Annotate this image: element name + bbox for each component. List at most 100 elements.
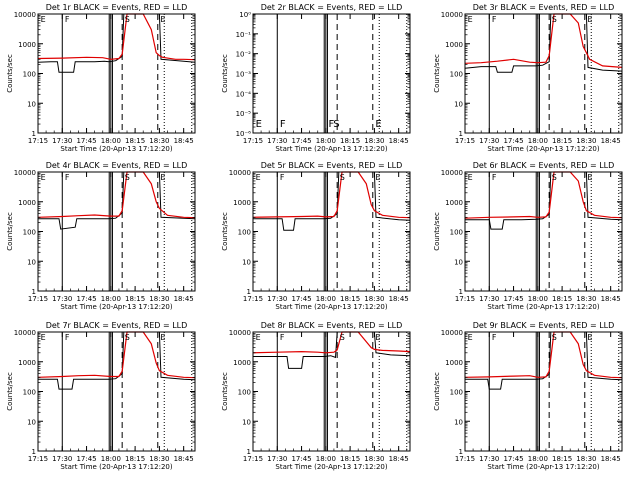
x-tick-label: 18:00 [528, 295, 548, 303]
y-tick-label: 10⁻² [236, 51, 252, 59]
x-axis-label: Start Time (20-Apr-13 17:12:20) [275, 145, 387, 153]
panel-title: Det 4r BLACK = Events, RED = LLD [46, 161, 188, 170]
x-tick-label: 17:30 [267, 455, 287, 463]
x-tick-label: 17:30 [52, 137, 72, 145]
y-tick-label: 1 [32, 448, 36, 456]
x-tick-label: 18:00 [316, 137, 336, 145]
plot-frame [37, 13, 196, 134]
event-annotation: F [492, 15, 497, 24]
x-axis-label: Start Time (20-Apr-13 17:12:20) [487, 145, 599, 153]
event-annotation: E [256, 119, 262, 130]
plot-frame [37, 331, 196, 452]
x-tick-label: 18:30 [149, 137, 169, 145]
y-tick-label: 10 [454, 418, 463, 426]
x-axis-label: Start Time (20-Apr-13 17:12:20) [275, 463, 387, 471]
y-tick-label: 10⁻¹ [236, 31, 252, 39]
x-tick-label: 17:15 [243, 295, 263, 303]
y-tick-label: 1 [32, 130, 36, 138]
y-axis-label: Counts/sec [433, 372, 441, 411]
event-annotation: S [340, 173, 345, 182]
y-tick-label: 10000 [441, 169, 463, 177]
series-line-lld [464, 171, 623, 219]
event-annotation: E [160, 333, 165, 342]
x-tick-label: 18:00 [316, 455, 336, 463]
event-annotation: E [160, 173, 165, 182]
x-tick-label: 17:45 [291, 455, 311, 463]
x-tick-label: 17:30 [52, 455, 72, 463]
y-tick-label: 100 [23, 389, 36, 397]
event-annotation: E [375, 119, 381, 130]
y-tick-label: 1 [32, 288, 36, 296]
y-tick-label: 1000 [445, 199, 463, 207]
panel-title: Det 2r BLACK = Events, RED = LLD [261, 3, 403, 12]
x-tick-label: 17:45 [503, 455, 523, 463]
x-tick-label: 17:15 [28, 455, 48, 463]
x-axis-label: Start Time (20-Apr-13 17:12:20) [60, 303, 172, 311]
y-tick-label: 10 [454, 258, 463, 266]
y-tick-label: 10000 [14, 169, 36, 177]
event-annotation: E [41, 173, 46, 182]
series-line-events [464, 13, 623, 73]
y-tick-label: 10 [242, 418, 251, 426]
x-tick-label: 18:15 [552, 295, 572, 303]
plot-frame [464, 171, 623, 292]
y-tick-label: 1000 [18, 199, 36, 207]
y-axis-label: Counts/sec [6, 212, 14, 251]
x-tick-label: 18:45 [389, 137, 409, 145]
y-tick-label: 1 [459, 288, 463, 296]
x-tick-label: 18:00 [528, 137, 548, 145]
event-annotation: S [125, 173, 130, 182]
panel-title: Det 5r BLACK = Events, RED = LLD [261, 161, 403, 170]
x-tick-label: 18:30 [149, 295, 169, 303]
y-tick-label: 10⁻⁶ [236, 130, 252, 138]
x-tick-label: 18:15 [125, 137, 145, 145]
event-annotation: F [492, 333, 497, 342]
plot-frame [252, 13, 411, 134]
y-tick-label: 1000 [18, 41, 36, 49]
x-tick-label: 17:45 [503, 295, 523, 303]
y-tick-label: 100 [450, 389, 463, 397]
x-tick-label: 18:00 [101, 137, 121, 145]
y-axis-label: Counts/sec [433, 212, 441, 251]
y-tick-label: 10⁻⁴ [236, 90, 252, 98]
x-tick-label: 18:30 [149, 455, 169, 463]
y-tick-label: 10000 [229, 329, 251, 337]
y-tick-label: 10000 [441, 329, 463, 337]
x-tick-label: 17:15 [243, 455, 263, 463]
y-tick-label: 10 [454, 100, 463, 108]
x-tick-label: 18:45 [389, 455, 409, 463]
x-tick-label: 17:15 [455, 295, 475, 303]
panel-title: Det 9r BLACK = Events, RED = LLD [473, 321, 615, 330]
event-annotation: E [41, 333, 46, 342]
x-tick-label: 17:30 [267, 137, 287, 145]
y-tick-label: 10000 [441, 11, 463, 19]
event-annotation: F [280, 173, 285, 182]
x-tick-label: 18:15 [125, 455, 145, 463]
y-tick-label: 1000 [445, 359, 463, 367]
plot-frame [464, 331, 623, 452]
x-axis-label: Start Time (20-Apr-13 17:12:20) [275, 303, 387, 311]
x-tick-label: 17:45 [291, 295, 311, 303]
plot-frame [252, 171, 411, 292]
y-tick-label: 1 [459, 130, 463, 138]
series-line-events [38, 171, 196, 230]
x-tick-label: 18:30 [576, 295, 596, 303]
x-tick-label: 17:15 [455, 137, 475, 145]
x-tick-label: 17:30 [267, 295, 287, 303]
plot-frame [464, 13, 623, 134]
x-tick-label: 18:30 [576, 137, 596, 145]
y-tick-label: 10 [27, 258, 36, 266]
event-annotation: F [280, 333, 285, 342]
x-tick-label: 17:45 [503, 137, 523, 145]
event-annotation: E [41, 15, 46, 24]
x-tick-label: 18:00 [316, 295, 336, 303]
series-line-events [38, 331, 196, 390]
x-tick-label: 17:30 [479, 137, 499, 145]
x-tick-label: 17:45 [76, 455, 96, 463]
x-tick-label: 18:15 [340, 137, 360, 145]
y-tick-label: 100 [450, 229, 463, 237]
event-annotation: S [552, 333, 557, 342]
